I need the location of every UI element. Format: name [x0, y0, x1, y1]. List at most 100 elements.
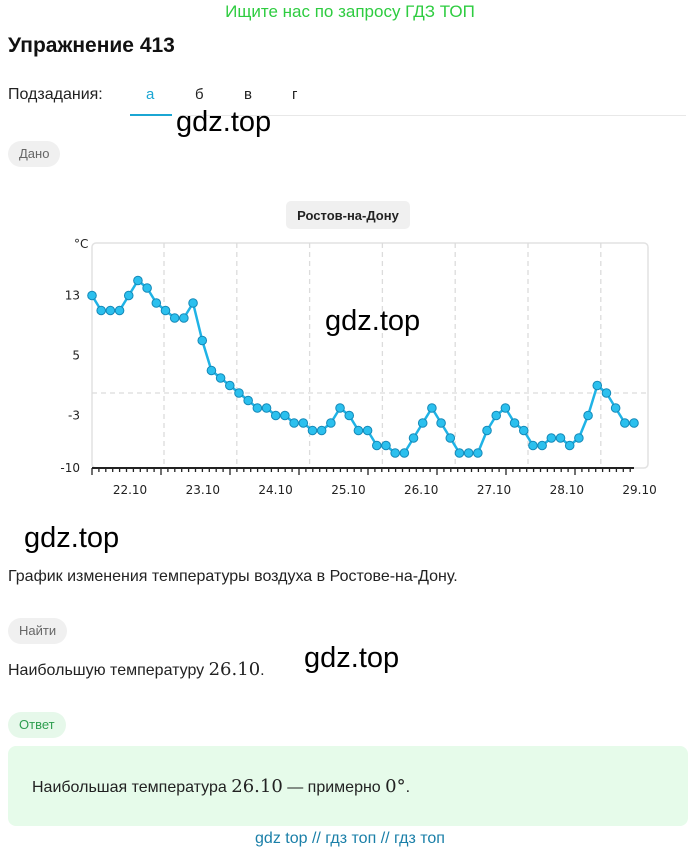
find-badge: Найти	[8, 618, 68, 644]
data-point	[142, 283, 152, 293]
x-tick-label: 25.10	[331, 483, 365, 497]
data-point	[399, 448, 410, 458]
data-point	[463, 448, 474, 458]
answer-mid: — примерно	[282, 779, 386, 796]
data-point	[188, 298, 198, 308]
x-tick-label: 28.10	[550, 483, 584, 497]
chart-svg: Ростов-на-Дону °C 13 5 -3 -10 22.10 23.10 24.10 2…	[60, 201, 657, 497]
data-point	[482, 425, 492, 436]
data-point	[243, 395, 253, 406]
data-point	[179, 313, 189, 323]
data-point	[555, 433, 566, 443]
tab-v[interactable]: в	[244, 86, 252, 103]
given-badge: Дано	[8, 141, 61, 167]
data-point	[518, 425, 529, 436]
chart-title: Ростов-на-Дону	[297, 208, 399, 223]
data-point	[316, 425, 327, 436]
data-point	[454, 448, 465, 458]
data-point	[160, 305, 171, 316]
data-point	[381, 440, 391, 451]
data-point	[408, 433, 419, 443]
data-point	[224, 380, 235, 391]
answer-date: 26.10	[231, 776, 283, 797]
answer-box: Наибольшая температура 26.10 — примерно …	[8, 746, 688, 826]
data-point	[133, 275, 143, 286]
tabs-divider	[180, 115, 686, 116]
chart-title-box	[286, 201, 410, 229]
data-point	[601, 388, 612, 398]
data-point	[280, 410, 290, 421]
data-point	[629, 418, 639, 428]
x-tick-label: 24.10	[258, 483, 292, 497]
data-point	[270, 410, 281, 421]
data-point	[105, 305, 116, 316]
data-point	[344, 410, 355, 421]
data-point	[371, 440, 382, 451]
data-point	[537, 440, 547, 451]
data-point	[592, 380, 603, 391]
y-tick-label: -3	[68, 409, 80, 423]
watermark: gdz.top	[325, 305, 421, 337]
data-point	[564, 440, 575, 451]
active-tab-indicator	[130, 114, 172, 116]
data-point	[123, 290, 134, 301]
y-tick-label: 5	[72, 349, 80, 363]
data-point	[326, 418, 336, 428]
footer-links[interactable]: gdz top // гдз топ // гдз топ	[255, 830, 445, 847]
data-point	[427, 403, 437, 413]
data-point	[169, 313, 180, 323]
x-tick-label: 26.10	[404, 483, 438, 497]
y-tick-label: 13	[65, 289, 80, 303]
data-point	[298, 418, 309, 428]
data-point	[473, 448, 483, 458]
data-point	[87, 290, 97, 301]
page-title: Упражнение 413	[8, 34, 175, 57]
find-text-end: .	[260, 662, 265, 679]
data-point	[197, 335, 208, 346]
subtasks-label: Подзадания:	[8, 86, 103, 103]
data-point	[289, 418, 299, 428]
promo-banner[interactable]: Ищите нас по запросу ГДЗ ТОП	[225, 2, 475, 21]
data-point	[206, 365, 217, 376]
answer-end: .	[405, 779, 411, 796]
data-point	[252, 403, 263, 413]
watermark: gdz.top	[176, 106, 272, 138]
y-tick-label: -10	[60, 461, 80, 475]
answer-badge: Ответ	[8, 712, 66, 738]
x-tick-label: 29.10	[622, 483, 656, 497]
tab-b[interactable]: б	[195, 86, 204, 103]
data-point	[546, 433, 557, 443]
data-point	[528, 440, 538, 451]
tab-a[interactable]: а	[146, 86, 155, 103]
find-text-main: Наибольшую температуру	[8, 662, 209, 679]
data-point	[445, 433, 456, 443]
x-tick-label: 27.10	[477, 483, 511, 497]
tab-g[interactable]: г	[292, 86, 298, 103]
y-axis-label: °C	[74, 237, 88, 251]
data-point	[620, 418, 630, 428]
answer-value: 0°	[385, 776, 406, 797]
data-point	[307, 425, 318, 436]
data-point	[261, 403, 272, 413]
data-point	[390, 448, 400, 458]
answer-text: Наибольшая температура 26.10 — примерно …	[32, 776, 410, 797]
data-point	[610, 403, 621, 413]
data-point	[151, 298, 162, 308]
x-tick-label: 23.10	[186, 483, 220, 497]
data-point	[574, 433, 584, 443]
data-point	[436, 418, 446, 428]
data-point	[215, 373, 226, 383]
data-point	[509, 418, 520, 428]
find-text: Наибольшую температуру 26.10.	[8, 659, 265, 680]
data-point	[500, 403, 511, 413]
data-point	[234, 388, 244, 398]
watermark: gdz.top	[24, 522, 120, 554]
data-point	[114, 305, 125, 316]
x-tick-label: 22.10	[113, 483, 147, 497]
data-point	[335, 403, 345, 413]
data-point	[417, 418, 428, 428]
temperature-chart: Ростов-на-Дону °C 13 5 -3 -10 22.10 23.10 24.10 2…	[60, 195, 660, 505]
find-date: 26.10	[208, 659, 261, 680]
data-point	[362, 425, 373, 436]
data-point	[353, 425, 364, 436]
